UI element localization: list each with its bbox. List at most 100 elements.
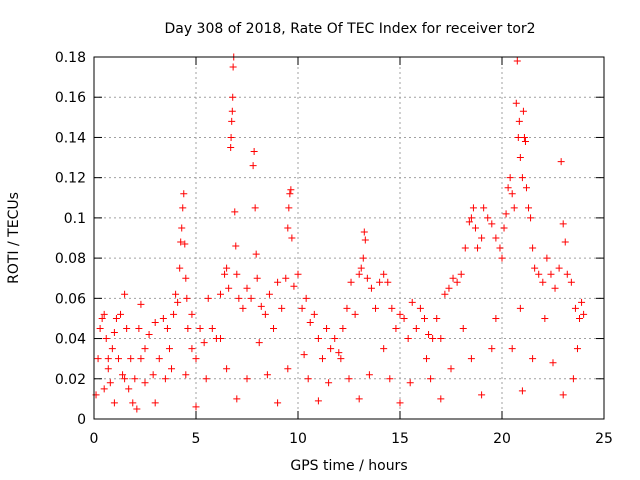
- data-point: [181, 240, 189, 248]
- data-point: [174, 298, 182, 306]
- data-point: [208, 325, 216, 332]
- data-point: [227, 144, 235, 151]
- data-point: [518, 387, 526, 395]
- data-point: [522, 184, 530, 192]
- data-point: [357, 264, 365, 272]
- data-point: [471, 224, 479, 232]
- data-point: [520, 133, 528, 141]
- data-point: [498, 254, 506, 262]
- data-point: [233, 395, 241, 403]
- data-point: [257, 302, 265, 310]
- y-tick-label: 0.04: [55, 332, 86, 348]
- data-point: [531, 264, 539, 272]
- data-point: [580, 310, 588, 318]
- data-point: [121, 375, 129, 383]
- data-point: [525, 204, 533, 212]
- data-point: [437, 395, 445, 403]
- data-point: [412, 325, 420, 332]
- y-tick-label: 0.12: [55, 171, 86, 187]
- data-point: [274, 399, 282, 407]
- data-point: [343, 304, 351, 312]
- data-point: [223, 264, 231, 272]
- data-point: [400, 314, 408, 322]
- data-point: [425, 331, 433, 339]
- data-point: [423, 355, 431, 363]
- data-point: [469, 204, 477, 212]
- data-point: [404, 335, 412, 343]
- data-point: [335, 349, 343, 357]
- data-point: [102, 335, 110, 343]
- data-point: [541, 314, 549, 322]
- data-point: [492, 314, 500, 322]
- data-point: [508, 190, 516, 198]
- data-point: [449, 274, 457, 282]
- data-point: [396, 310, 404, 318]
- data-point: [578, 298, 586, 306]
- data-point: [177, 238, 185, 246]
- data-point: [182, 274, 190, 282]
- data-point: [441, 290, 449, 298]
- data-point: [274, 278, 282, 286]
- data-point: [380, 270, 388, 278]
- data-point: [559, 220, 567, 228]
- data-point: [310, 310, 318, 318]
- data-point: [314, 397, 322, 405]
- data-point: [163, 325, 171, 332]
- data-point: [555, 264, 563, 272]
- data-point: [300, 351, 308, 359]
- data-point: [253, 274, 261, 282]
- data-point: [323, 325, 331, 332]
- data-point: [110, 399, 118, 407]
- data-point: [331, 335, 339, 343]
- y-tick-label: 0: [77, 412, 86, 428]
- data-point: [161, 375, 169, 383]
- data-point: [298, 304, 306, 312]
- data-point: [108, 345, 116, 353]
- data-point: [527, 214, 535, 222]
- data-point: [543, 254, 551, 262]
- data-point: [288, 234, 296, 242]
- y-tick-label: 0.18: [55, 50, 86, 66]
- data-point: [437, 335, 445, 343]
- data-point: [172, 290, 180, 298]
- data-point: [408, 298, 416, 306]
- data-point: [367, 284, 375, 292]
- data-point: [135, 325, 143, 332]
- data-point: [149, 371, 157, 379]
- data-point: [141, 379, 149, 387]
- data-point: [474, 244, 482, 252]
- data-point: [235, 294, 243, 302]
- data-point: [261, 310, 269, 318]
- data-point: [384, 278, 392, 286]
- x-tick-label: 20: [493, 431, 511, 447]
- data-point: [551, 284, 559, 292]
- data-point: [216, 290, 224, 298]
- data-point: [137, 355, 145, 363]
- data-point: [539, 278, 547, 286]
- data-point: [131, 375, 139, 383]
- data-point: [318, 355, 326, 363]
- data-point: [376, 278, 384, 286]
- data-point: [484, 214, 492, 222]
- y-tick-label: 0.02: [55, 372, 86, 388]
- data-point: [100, 385, 108, 393]
- data-point: [200, 339, 208, 347]
- data-point: [216, 335, 224, 343]
- data-point: [112, 314, 120, 322]
- data-point: [227, 133, 235, 141]
- data-point: [290, 282, 298, 290]
- data-point: [429, 335, 437, 343]
- data-point: [284, 224, 292, 232]
- data-point: [355, 395, 363, 403]
- data-point: [380, 345, 388, 353]
- data-point: [447, 365, 455, 373]
- data-point: [127, 355, 135, 363]
- data-point: [184, 325, 192, 332]
- data-point: [559, 391, 567, 399]
- data-point: [179, 204, 187, 212]
- x-tick-label: 5: [192, 431, 201, 447]
- data-point: [365, 371, 373, 379]
- data-point: [228, 117, 236, 125]
- data-point: [406, 379, 414, 387]
